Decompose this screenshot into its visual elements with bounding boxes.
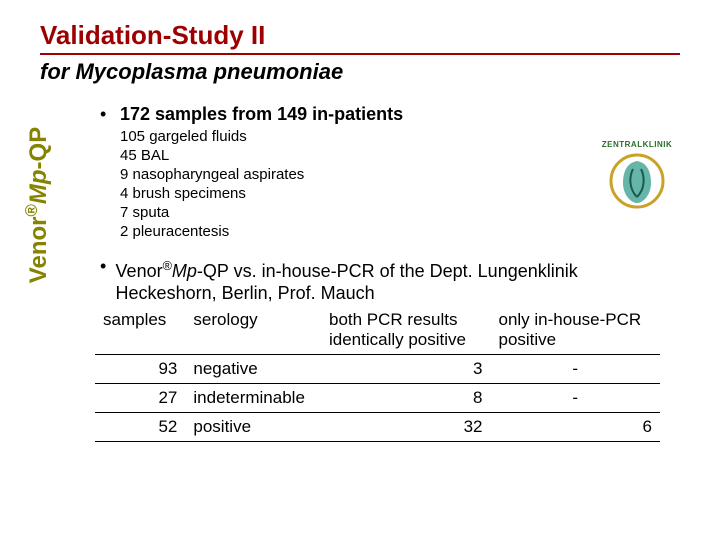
bullet-mark: • [100, 255, 116, 277]
cell: 27 [95, 384, 185, 413]
table-row: 27 indeterminable 8 - [95, 384, 660, 413]
logo-text: ZENTRALKLINIK [592, 140, 682, 149]
th-only: only in-house-PCR positive [490, 306, 660, 355]
cell: - [490, 355, 660, 384]
cell: 93 [95, 355, 185, 384]
bullet-list: • 172 samples from 149 in-patients [100, 103, 680, 125]
sublist-item: 2 pleuracentesis [120, 222, 680, 241]
cell: negative [185, 355, 321, 384]
side-b: Mp [25, 169, 52, 204]
side-c: -QP [25, 127, 52, 170]
subtitle-species: Mycoplasma pneumoniae [75, 59, 343, 84]
subtitle: for Mycoplasma pneumoniae [40, 59, 680, 85]
side-sup: ® [22, 204, 41, 216]
cell: positive [185, 413, 321, 442]
table-row: 93 negative 3 - [95, 355, 660, 384]
bullet-2-text: Venor®Mp-QP vs. in-house-PCR of the Dept… [116, 255, 680, 304]
table-header-row: samples serology both PCR results identi… [95, 306, 660, 355]
cell: 3 [321, 355, 491, 384]
side-a: Venor [25, 217, 52, 284]
bullet-mark: • [100, 103, 120, 125]
cell: 52 [95, 413, 185, 442]
subtitle-prefix: for [40, 59, 75, 84]
cell: indeterminable [185, 384, 321, 413]
b2-sup: ® [163, 259, 172, 273]
cell: 8 [321, 384, 491, 413]
b2-a: Venor [116, 261, 163, 281]
cell: - [490, 384, 660, 413]
bullet-list-2: • Venor®Mp-QP vs. in-house-PCR of the De… [100, 255, 680, 304]
bullet-2: • Venor®Mp-QP vs. in-house-PCR of the De… [100, 255, 680, 304]
side-product-label: Venor®Mp-QP [22, 110, 53, 300]
th-both: both PCR results identically positive [321, 306, 491, 355]
cell: 6 [490, 413, 660, 442]
bullet-1: • 172 samples from 149 in-patients [100, 103, 680, 125]
th-serology: serology [185, 306, 321, 355]
th-samples: samples [95, 306, 185, 355]
bullet-1-text: 172 samples from 149 in-patients [120, 103, 403, 125]
table-row: 52 positive 32 6 [95, 413, 660, 442]
b2-b: Mp [172, 261, 197, 281]
slide: Validation-Study II for Mycoplasma pneum… [0, 0, 720, 540]
cell: 32 [321, 413, 491, 442]
clinic-logo: ZENTRALKLINIK [592, 140, 682, 211]
results-table: samples serology both PCR results identi… [95, 306, 660, 442]
clinic-logo-icon [607, 151, 667, 211]
results-table-wrap: samples serology both PCR results identi… [95, 306, 660, 442]
page-title: Validation-Study II [40, 20, 680, 55]
